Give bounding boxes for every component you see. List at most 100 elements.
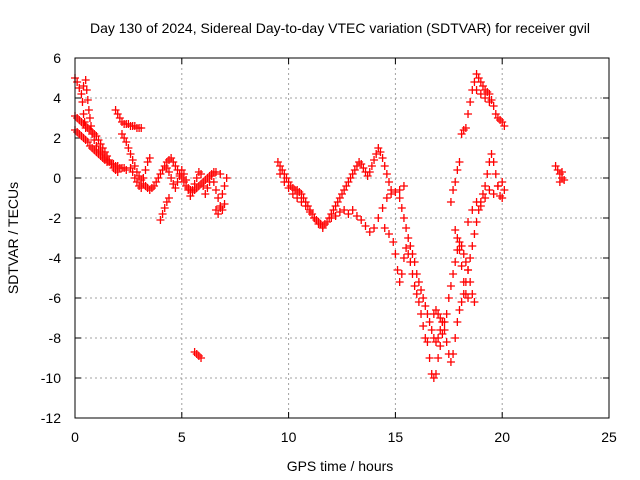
data-point-marker	[361, 222, 370, 230]
data-point-marker	[453, 166, 462, 174]
data-point-marker	[135, 172, 144, 180]
data-point-marker	[446, 198, 455, 206]
data-point-marker	[348, 170, 357, 178]
data-point-marker	[160, 162, 169, 170]
data-point-marker	[88, 144, 97, 152]
data-point-marker	[94, 136, 103, 144]
data-point-marker	[222, 174, 231, 182]
data-point-marker	[301, 202, 310, 210]
data-point-marker	[498, 194, 507, 202]
data-point-marker	[442, 310, 451, 318]
data-point-marker	[380, 162, 389, 170]
data-point-marker	[352, 162, 361, 170]
data-point-marker	[464, 110, 473, 118]
data-point-marker	[387, 190, 396, 198]
data-point-marker	[472, 86, 481, 94]
data-point-marker	[209, 178, 218, 186]
data-point-marker	[402, 224, 411, 232]
y-tick-label: 0	[53, 170, 61, 186]
data-point-marker	[154, 174, 163, 182]
data-point-marker	[211, 186, 220, 194]
data-point-marker	[453, 318, 462, 326]
data-point-marker	[429, 374, 438, 382]
data-point-marker	[449, 270, 458, 278]
data-point-marker	[164, 168, 173, 176]
data-point-marker	[201, 176, 210, 184]
data-point-marker	[73, 114, 82, 122]
data-point-marker	[491, 110, 500, 118]
data-point-marker	[365, 228, 374, 236]
data-point-marker	[464, 266, 473, 274]
data-point-marker	[384, 230, 393, 238]
data-point-marker	[476, 90, 485, 98]
data-point-marker	[190, 180, 199, 188]
data-point-marker	[329, 206, 338, 214]
data-point-marker	[393, 266, 402, 274]
data-point-marker	[453, 234, 462, 242]
data-point-marker	[551, 162, 560, 170]
y-tick-label: -10	[41, 370, 61, 386]
data-point-marker	[297, 198, 306, 206]
data-point-marker	[297, 190, 306, 198]
data-point-marker	[90, 146, 99, 154]
data-point-marker	[335, 208, 344, 216]
data-point-marker	[395, 186, 404, 194]
data-point-marker	[382, 194, 391, 202]
data-point-marker	[372, 150, 381, 158]
data-point-marker	[442, 338, 451, 346]
data-point-marker	[130, 162, 139, 170]
data-point-marker	[314, 220, 323, 228]
data-point-marker	[98, 154, 107, 162]
data-point-marker	[410, 258, 419, 266]
data-point-marker	[414, 278, 423, 286]
data-point-marker	[162, 198, 171, 206]
data-point-marker	[560, 176, 569, 184]
data-point-marker	[434, 334, 443, 342]
data-point-marker	[218, 190, 227, 198]
data-point-marker	[487, 96, 496, 104]
data-point-marker	[461, 258, 470, 266]
data-point-marker	[342, 182, 351, 190]
data-point-marker	[446, 282, 455, 290]
data-point-marker	[412, 290, 421, 298]
data-point-marker	[436, 314, 445, 322]
data-point-marker	[357, 160, 366, 168]
data-point-marker	[438, 318, 447, 326]
data-point-marker	[496, 192, 505, 200]
data-point-marker	[85, 126, 94, 134]
data-point-marker	[90, 130, 99, 138]
data-point-marker	[276, 162, 285, 170]
data-point-marker	[293, 194, 302, 202]
data-point-marker	[478, 82, 487, 90]
data-point-marker	[312, 216, 321, 224]
data-point-marker	[117, 118, 126, 126]
data-point-marker	[481, 182, 490, 190]
data-point-marker	[79, 134, 88, 142]
data-point-marker	[431, 370, 440, 378]
data-point-marker	[214, 194, 223, 202]
data-point-marker	[73, 78, 82, 86]
data-point-marker	[280, 178, 289, 186]
data-point-marker	[365, 168, 374, 176]
data-point-marker	[461, 124, 470, 132]
data-point-marker	[344, 178, 353, 186]
data-point-marker	[451, 334, 460, 342]
data-point-marker	[139, 174, 148, 182]
data-point-marker	[190, 348, 199, 356]
data-point-marker	[137, 124, 146, 132]
data-point-marker	[179, 170, 188, 178]
data-point-marker	[338, 190, 346, 198]
data-point-marker	[169, 180, 178, 188]
plot-frame	[74, 57, 610, 419]
data-point-marker	[124, 144, 133, 152]
data-point-marker	[457, 130, 466, 138]
data-point-marker	[468, 206, 477, 214]
data-point-marker	[355, 158, 364, 166]
data-point-marker	[357, 216, 366, 224]
data-point-marker	[340, 206, 349, 214]
data-point-marker	[92, 132, 101, 140]
data-point-marker	[122, 166, 131, 174]
data-point-marker	[444, 294, 453, 302]
data-point-marker	[389, 238, 398, 246]
